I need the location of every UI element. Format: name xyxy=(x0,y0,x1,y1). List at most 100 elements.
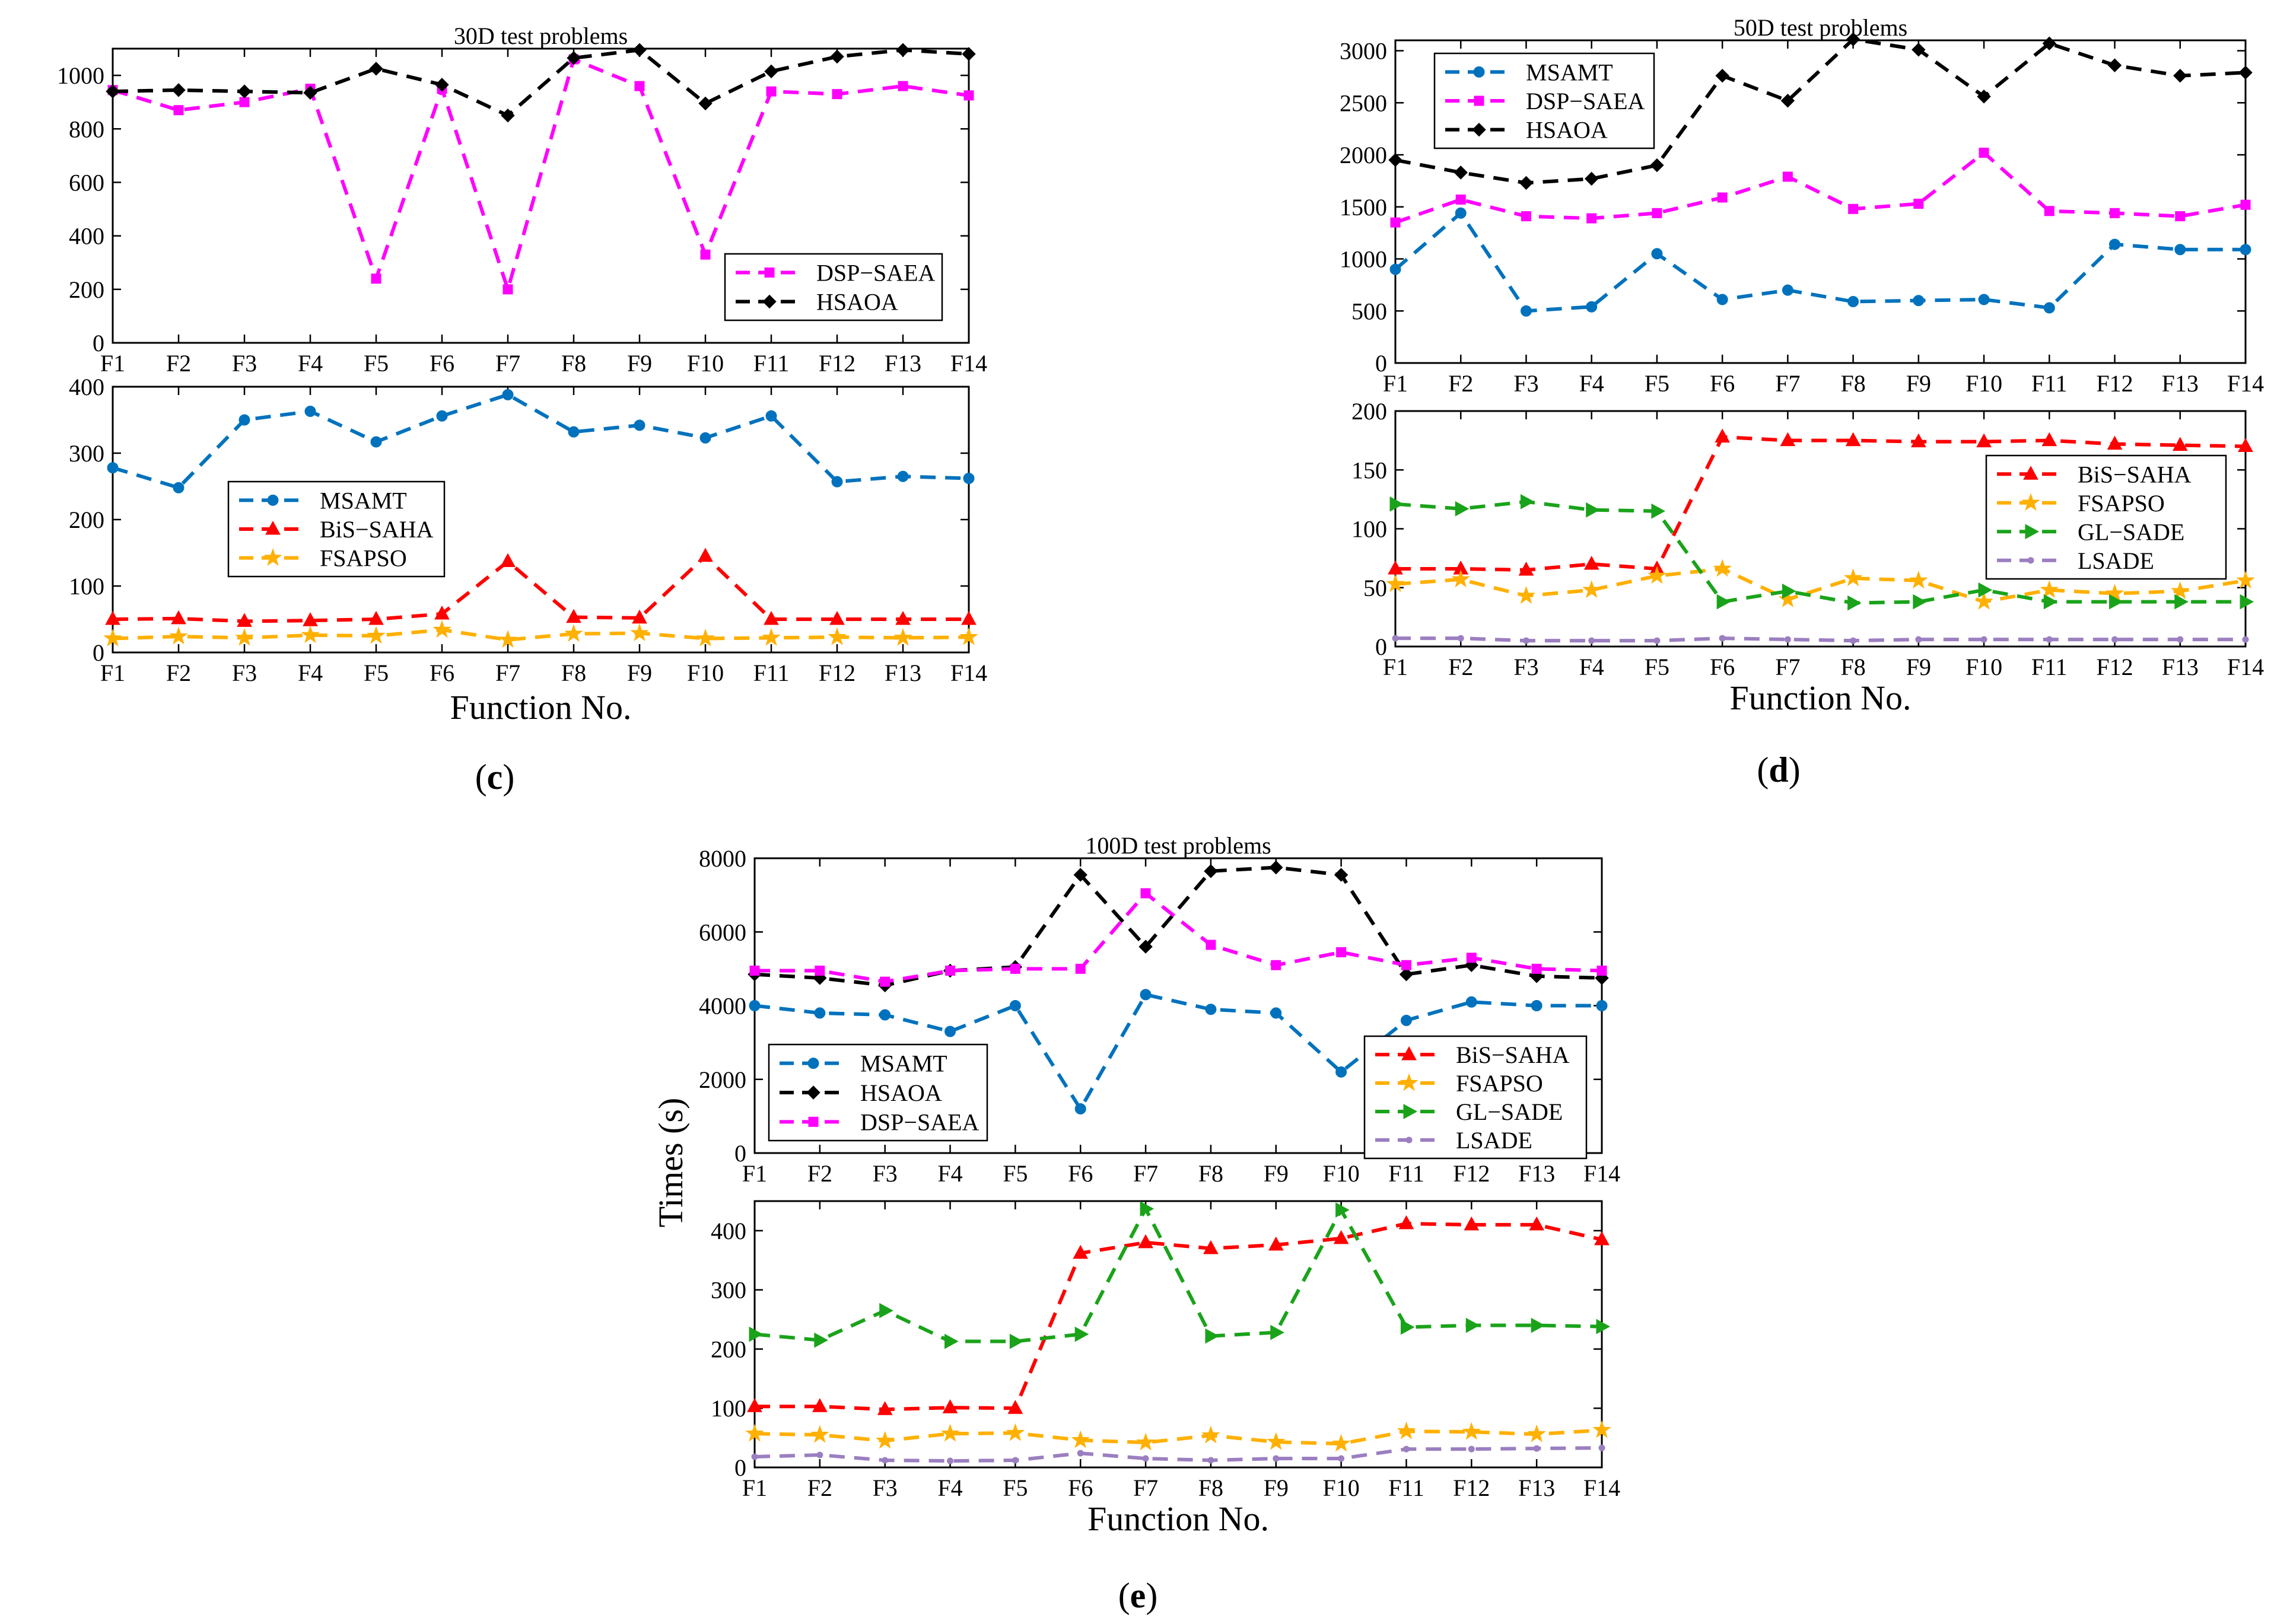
e-bottom-point-gl-sade xyxy=(1531,1317,1545,1333)
e-bottom-point-fsapso xyxy=(1267,1432,1286,1450)
d-bottom-point-lsade xyxy=(2046,636,2053,643)
e-top-point-msamt xyxy=(1531,1000,1542,1011)
d-top-xtick-label: F13 xyxy=(2162,370,2199,397)
c-bottom-point-msamt xyxy=(634,419,645,431)
c-top-point-dsp-saea xyxy=(173,105,184,116)
c-bottom-line-bis-saha xyxy=(112,554,969,623)
d-bottom-xtick-label: F13 xyxy=(2162,654,2199,680)
d-bottom-point-gl-sade xyxy=(1586,502,1600,518)
d-top-xtick-label: F4 xyxy=(1579,370,1604,397)
c-top-point-dsp-saea xyxy=(963,90,974,101)
e-bottom-point-gl-sade xyxy=(1270,1324,1284,1340)
e-bottom-point-fsapso xyxy=(1527,1424,1546,1443)
e-top-ytick-label: 8000 xyxy=(699,845,746,872)
e-bottom-point-fsapso xyxy=(1592,1420,1611,1438)
d-top-point-dsp-saea xyxy=(1652,208,1662,218)
e-bottom-point-gl-sade xyxy=(1205,1328,1219,1344)
d-bottom-point-fsapso xyxy=(1451,569,1470,588)
d-top-xtick-label: F12 xyxy=(2096,370,2133,397)
c-bottom-point-msamt xyxy=(238,414,250,426)
c-bottom-ytick-label: 200 xyxy=(69,507,104,533)
e-top-point-dsp-saea xyxy=(815,965,825,976)
d-bottom-point-bis-saha xyxy=(1583,556,1599,570)
e-bottom-xtick-label: F1 xyxy=(742,1475,767,1501)
d-bottom-xtick-label: F10 xyxy=(1966,654,2002,680)
c-top-point-hsaoa xyxy=(237,84,252,98)
d-top-point-hsaoa xyxy=(1846,32,1860,46)
e-top-point-msamt xyxy=(879,1009,891,1021)
d-bottom-point-gl-sade xyxy=(2109,594,2123,610)
c-top-xtick-label: F4 xyxy=(298,350,323,377)
d-top-point-dsp-saea xyxy=(1390,217,1401,228)
e-bottom-xtick-label: F10 xyxy=(1322,1475,1359,1501)
d-top-point-msamt xyxy=(1455,207,1467,219)
d-bottom-point-bis-saha xyxy=(2238,438,2253,453)
d-top-point-hsaoa xyxy=(1780,94,1795,108)
e-bottom-point-gl-sade xyxy=(1335,1202,1350,1218)
e-bottom-series-gl-sade xyxy=(749,1201,1611,1349)
d-bottom-xtick-label: F4 xyxy=(1579,654,1604,680)
c-top-point-hsaoa xyxy=(632,43,647,57)
d-bottom-point-bis-saha xyxy=(1388,560,1403,575)
e-bottom-point-fsapso xyxy=(940,1424,960,1442)
e-top-legend-label-hsaoa: HSAOA xyxy=(860,1080,942,1106)
d-top-point-dsp-saea xyxy=(2175,211,2186,222)
e-top-point-dsp-saea xyxy=(1140,888,1151,899)
c-bottom-point-bis-saha xyxy=(500,553,516,568)
d-top-point-msamt xyxy=(1586,301,1598,313)
d-top-point-hsaoa xyxy=(2173,68,2187,83)
e-top-series-msamt xyxy=(749,989,1608,1114)
e-top-right-legend-legend-label-fsapso: FSAPSO xyxy=(1456,1070,1543,1097)
d-top-series-msamt xyxy=(1389,207,2251,317)
c-bottom-xtick-label: F4 xyxy=(298,660,323,686)
d-bottom-point-fsapso xyxy=(1843,568,1863,587)
c-bottom-point-msamt xyxy=(765,410,777,422)
e-top-point-msamt xyxy=(749,1000,761,1011)
d-top-point-msamt xyxy=(2240,244,2251,256)
e-top-point-dsp-saea xyxy=(1466,953,1477,963)
e-bottom-point-lsade xyxy=(1533,1445,1540,1452)
d-bottom-line-gl-sade xyxy=(1395,499,2246,605)
c-top-xtick-label: F11 xyxy=(753,350,790,377)
d-top-xtick-label: F7 xyxy=(1775,370,1800,397)
e-top-legend: MSAMT HSAOA DSP−SAEA xyxy=(768,1043,988,1142)
e-bottom-point-fsapso xyxy=(1331,1434,1351,1452)
c-top-legend-label-dsp-saea: DSP−SAEA xyxy=(816,260,936,286)
e-top-right-legend-legend-marker-gl-sade xyxy=(1403,1104,1418,1119)
e-top-title: 100D test problems xyxy=(1085,832,1271,859)
e-bottom-xtick-label: F3 xyxy=(873,1475,898,1501)
c-bottom-point-fsapso xyxy=(696,628,715,647)
e-bottom-line-fsapso xyxy=(754,1428,1602,1446)
c-bottom-point-bis-saha xyxy=(698,547,713,562)
e-bottom-series-lsade xyxy=(751,1444,1605,1464)
d-top-point-hsaoa xyxy=(1650,158,1664,173)
e-bottom-point-fsapso xyxy=(1462,1422,1481,1440)
e-bottom-line-bis-saha xyxy=(755,1221,1602,1412)
d-bottom-xtick-label: F7 xyxy=(1775,654,1800,680)
e-bottom-xtick-label: F8 xyxy=(1198,1475,1223,1501)
e-bottom-point-fsapso xyxy=(1071,1430,1090,1448)
d-bottom-ytick-label: 0 xyxy=(1375,633,1387,660)
e-top-right-legend-legend-marker-lsade xyxy=(1405,1136,1413,1144)
c-bottom-xtick-label: F7 xyxy=(495,660,520,686)
e-bottom-point-bis-saha xyxy=(1073,1244,1089,1259)
d-bottom-point-bis-saha xyxy=(1911,433,1926,448)
d-top-legend-label-msamt: MSAMT xyxy=(1526,59,1613,85)
d-top-legend-marker-msamt xyxy=(1473,66,1485,78)
d-bottom-point-fsapso xyxy=(2040,580,2059,598)
c-top-point-dsp-saea xyxy=(700,249,711,260)
d-top-ytick-label: 3000 xyxy=(1340,38,1387,65)
c-top-ytick-label: 0 xyxy=(93,330,104,356)
e-top-point-dsp-saea xyxy=(1531,963,1542,974)
c-bottom-line-msamt xyxy=(112,393,969,490)
e-top-point-dsp-saea xyxy=(945,965,956,976)
c-bottom-xtick-label: F9 xyxy=(627,660,652,686)
e-bottom-point-bis-saha xyxy=(942,1399,958,1413)
e-top-point-msamt xyxy=(1140,989,1152,1001)
e-bottom-point-fsapso xyxy=(1397,1421,1416,1440)
panel-e-bottom: F1 F2 F3 F4 F5 F6 F7 F8 F9 F10 F11 F12 F13 F140100200… xyxy=(651,1098,1620,1538)
d-bottom-ytick-label: 100 xyxy=(1351,516,1387,543)
c-bottom-point-bis-saha xyxy=(237,613,252,627)
e-top-point-msamt xyxy=(1465,996,1477,1008)
e-bottom-point-lsade xyxy=(1142,1455,1149,1462)
